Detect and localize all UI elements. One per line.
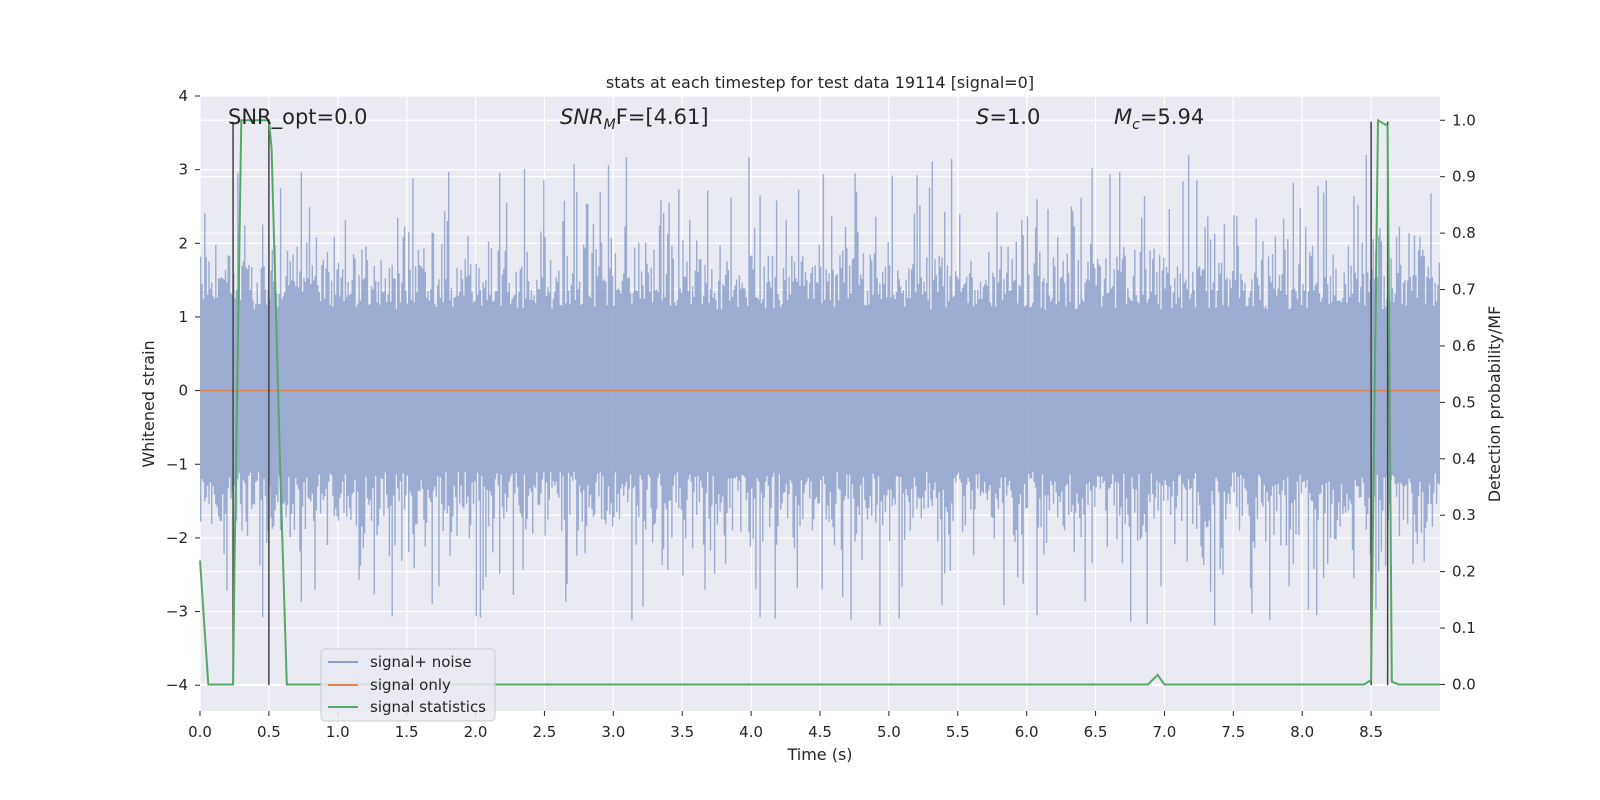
legend: signal+ noise signal only signal statist…: [320, 648, 496, 722]
legend-box: [320, 648, 496, 722]
x-tick-label: 6.0: [1015, 723, 1039, 741]
x-tick-label: 8.0: [1290, 723, 1314, 741]
x-tick-label: 4.5: [808, 723, 832, 741]
x-axis-label: Time (s): [786, 745, 852, 764]
noise-trace: [200, 155, 1440, 626]
series-signal-noise: [200, 155, 1440, 626]
annotation-snr-mf-sub: M: [604, 117, 616, 133]
y-left-tick-label: −1: [166, 455, 188, 473]
y-right-tick-label: 0.3: [1452, 506, 1476, 524]
x-tick-label: 0.0: [188, 723, 212, 741]
y-left-tick-label: −2: [166, 529, 188, 547]
y-left-tick-label: 4: [178, 87, 188, 105]
x-tick-label: 0.5: [257, 723, 281, 741]
legend-label-signal-statistics: signal statistics: [370, 698, 486, 716]
x-tick-label: 2.0: [464, 723, 488, 741]
y-left-tick-label: −4: [166, 676, 188, 694]
y-right-tick-label: 0.9: [1452, 168, 1476, 186]
annotation-s-main: S: [976, 105, 989, 129]
x-tick-label: 7.5: [1221, 723, 1245, 741]
x-tick-label: 5.5: [946, 723, 970, 741]
y-left-axis-label: Whitened strain: [139, 340, 158, 467]
annotation-s: S=1.0: [976, 105, 1040, 129]
y-right-tick-labels: 1.0 0.9 0.8 0.7 0.6 0.5 0.4 0.3 0.2 0.1 0.0: [1440, 111, 1476, 693]
y-left-tick-label: 0: [178, 382, 188, 400]
annotation-mc-rest: =5.94: [1140, 105, 1204, 129]
annotation-mc: Mc=5.94: [1114, 105, 1204, 133]
x-tick-label: 3.0: [601, 723, 625, 741]
y-right-tick-label: 0.0: [1452, 675, 1476, 693]
y-left-tick-label: −3: [166, 603, 188, 621]
x-tick-label: 7.0: [1153, 723, 1177, 741]
x-tick-label: 6.5: [1084, 723, 1108, 741]
x-tick-label: 8.5: [1359, 723, 1383, 741]
annotation-mc-main: M: [1114, 105, 1132, 129]
y-right-tick-label: 0.5: [1452, 393, 1476, 411]
annotation-mc-sub: c: [1132, 117, 1140, 133]
y-right-tick-label: 0.1: [1452, 619, 1476, 637]
x-tick-labels: 0.0 0.5 1.0 1.5 2.0 2.5 3.0 3.5 4.0 4.5 5.0 5.5 6.0 6…: [188, 711, 1383, 741]
legend-label-signal-noise: signal+ noise: [370, 653, 472, 671]
y-right-axis-label: Detection probability/MF: [1485, 306, 1504, 503]
y-right-tick-label: 0.2: [1452, 563, 1476, 581]
y-right-tick-label: 0.6: [1452, 337, 1476, 355]
y-right-tick-label: 0.4: [1452, 450, 1476, 468]
x-tick-label: 4.0: [739, 723, 763, 741]
x-tick-label: 2.5: [533, 723, 557, 741]
series-signal-statistics: [199, 118, 1440, 686]
x-tick-label: 5.0: [877, 723, 901, 741]
y-left-tick-label: 2: [178, 234, 188, 252]
chart-title: stats at each timestep for test data 191…: [606, 73, 1034, 92]
y-left-tick-label: 3: [178, 161, 188, 179]
x-tick-label: 1.0: [326, 723, 350, 741]
annotation-snr-opt: SNR_opt=0.0: [228, 105, 368, 130]
y-right-tick-label: 1.0: [1452, 111, 1476, 129]
y-left-tick-label: 1: [178, 308, 188, 326]
annotation-snr-mf: SNRMF=[4.61]: [560, 105, 709, 133]
annotation-snr-mf-main: SNR: [560, 105, 604, 129]
legend-label-signal-only: signal only: [370, 676, 451, 694]
annotation-snr-mf-rest: F=[4.61]: [616, 105, 709, 129]
y-right-tick-label: 0.8: [1452, 224, 1476, 242]
annotation-s-rest: =1.0: [989, 105, 1040, 129]
y-right-tick-label: 0.7: [1452, 281, 1476, 299]
x-tick-label: 1.5: [395, 723, 419, 741]
y-left-tick-labels: 4 3 2 1 0 −1 −2 −3 −4: [166, 87, 200, 694]
x-tick-label: 3.5: [670, 723, 694, 741]
